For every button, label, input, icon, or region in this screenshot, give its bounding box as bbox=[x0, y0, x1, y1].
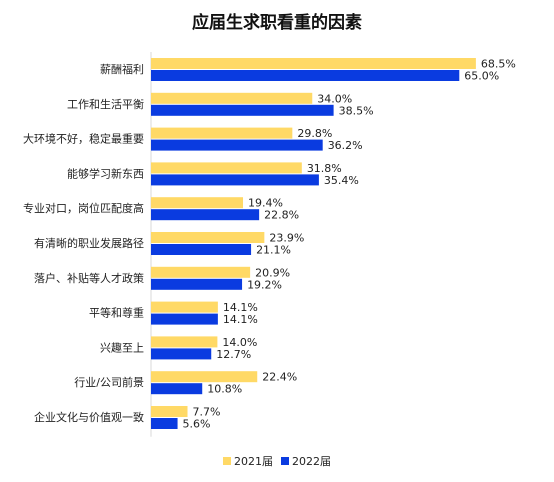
data-label: 12.7% bbox=[216, 348, 251, 361]
category-label: 企业文化与价值观一致 bbox=[34, 410, 144, 424]
bar-series2 bbox=[151, 313, 218, 325]
data-label: 68.5% bbox=[481, 58, 516, 71]
data-label: 29.8% bbox=[297, 127, 332, 140]
data-label: 21.1% bbox=[256, 244, 291, 257]
chart-title: 应届生求职看重的因素 bbox=[192, 13, 362, 33]
category-label: 工作和生活平衡 bbox=[67, 97, 144, 111]
bar-series2 bbox=[151, 348, 212, 360]
bar-series2 bbox=[151, 139, 323, 151]
bar-series1 bbox=[151, 162, 302, 174]
data-label: 10.8% bbox=[207, 383, 242, 396]
bar-series2 bbox=[151, 383, 203, 395]
legend-swatch bbox=[223, 457, 231, 465]
data-label: 19.2% bbox=[247, 278, 282, 291]
data-label: 36.2% bbox=[328, 139, 363, 152]
data-label: 22.8% bbox=[264, 209, 299, 222]
bar-series1 bbox=[151, 371, 258, 383]
bar-series1 bbox=[151, 301, 218, 313]
bar-series1 bbox=[151, 232, 265, 243]
bar-series1 bbox=[151, 336, 218, 348]
legend-item: 2021届 bbox=[223, 453, 273, 469]
bar-series2 bbox=[151, 418, 178, 429]
category-label: 行业/公司前景 bbox=[74, 375, 144, 389]
bar-series1 bbox=[151, 266, 251, 278]
data-label: 31.8% bbox=[307, 162, 342, 175]
bar-series2 bbox=[151, 104, 334, 116]
labels-layer: 薪酬福利 68.5%65.0% 工作和生活平衡 34.0%38.5% 大环境不好，稳定最… bbox=[23, 58, 516, 431]
data-label: 35.4% bbox=[324, 174, 359, 187]
data-label: 38.5% bbox=[339, 104, 374, 117]
legend-label: 2022届 bbox=[292, 455, 331, 468]
category-label: 落户、补贴等人才政策 bbox=[34, 271, 144, 285]
data-label: 5.6% bbox=[183, 418, 211, 431]
data-label: 14.1% bbox=[223, 313, 258, 326]
legend-label: 2021届 bbox=[234, 455, 273, 468]
bars-layer bbox=[151, 58, 476, 429]
bar-series1 bbox=[151, 92, 313, 104]
data-label: 34.0% bbox=[317, 92, 352, 105]
bar-series1 bbox=[151, 58, 476, 69]
legend-item: 2022届 bbox=[281, 453, 331, 469]
bar-series2 bbox=[151, 244, 252, 255]
data-label: 7.7% bbox=[193, 406, 221, 419]
category-label: 大环境不好，稳定最重要 bbox=[23, 132, 144, 146]
bar-series2 bbox=[151, 278, 243, 290]
data-label: 19.4% bbox=[248, 197, 283, 210]
category-label: 专业对口，岗位匹配度高 bbox=[23, 201, 144, 215]
data-label: 20.9% bbox=[255, 266, 290, 279]
legend: 2021届 2022届 bbox=[0, 453, 554, 469]
data-label: 14.1% bbox=[223, 301, 258, 314]
bar-series2 bbox=[151, 209, 260, 221]
data-label: 23.9% bbox=[269, 232, 304, 245]
category-label: 有清晰的职业发展路径 bbox=[34, 236, 144, 250]
data-label: 22.4% bbox=[262, 371, 297, 384]
data-label: 14.0% bbox=[222, 336, 257, 349]
bar-series2 bbox=[151, 70, 460, 81]
bar-series1 bbox=[151, 197, 244, 209]
data-label: 65.0% bbox=[464, 70, 499, 83]
category-label: 能够学习新东西 bbox=[67, 166, 144, 180]
category-label: 兴趣至上 bbox=[100, 340, 144, 354]
category-label: 平等和尊重 bbox=[89, 306, 144, 320]
legend-swatch bbox=[281, 457, 289, 465]
bar-series2 bbox=[151, 174, 319, 186]
category-label: 薪酬福利 bbox=[100, 62, 144, 76]
bar-series1 bbox=[151, 127, 293, 139]
bar-series1 bbox=[151, 406, 188, 417]
